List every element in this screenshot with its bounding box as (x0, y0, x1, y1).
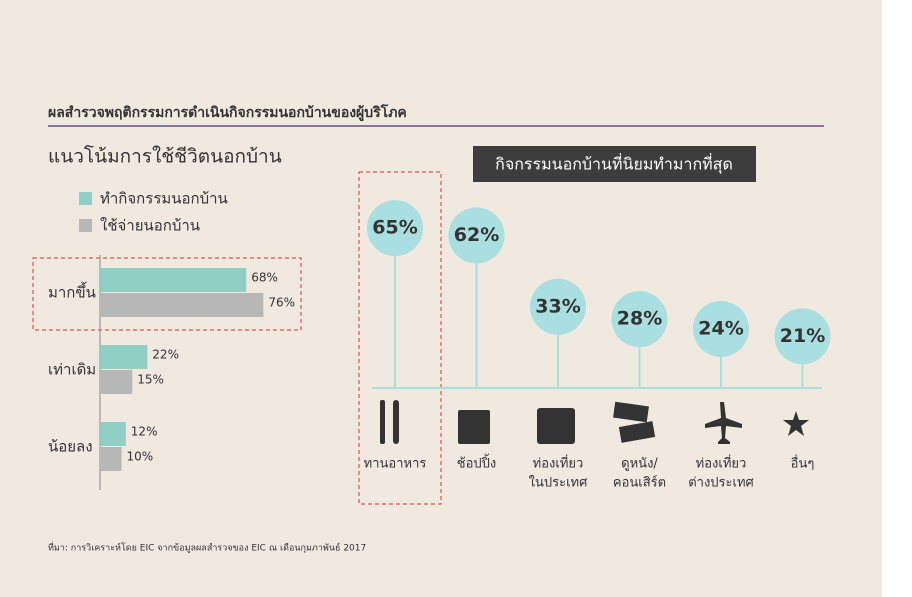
chart-title: แนวโน้มการใช้ชีวิตนอกบ้าน (48, 145, 282, 168)
source-note: ที่มา: การวิเคราะห์โดย EIC จากข้อมูลผลสำ… (48, 541, 366, 554)
ticket-icon (618, 421, 656, 443)
legend-label: ใช้จ่ายนอกบ้าน (100, 217, 200, 235)
category-label: ทานอาหาร (364, 457, 427, 472)
fork-icon (380, 400, 385, 444)
value-label: 24% (698, 317, 743, 339)
bar (100, 370, 133, 394)
plane-icon (705, 402, 742, 444)
bubble (367, 200, 423, 257)
bar (100, 293, 264, 317)
category-label: ดูหนัง/ (621, 457, 658, 472)
bar (100, 422, 126, 446)
bar (100, 268, 247, 292)
category-label: ท่องเที่ยว (696, 455, 747, 472)
bar (100, 447, 122, 471)
bar (100, 345, 148, 369)
suitcase-icon (537, 408, 575, 444)
bubble (693, 300, 749, 357)
chart-title-box (473, 146, 756, 182)
legend-swatch (79, 219, 92, 232)
value-label: 21% (780, 325, 825, 347)
bag-icon (458, 410, 490, 444)
category-label: มากขึ้น (48, 282, 96, 302)
category-label: ในประเทศ (529, 475, 588, 491)
page-title: ผลสำรวจพฤติกรรมการดำเนินกิจกรรมนอกบ้านขอ… (48, 103, 407, 121)
category-label: ต่างประเทศ (688, 476, 754, 491)
value-label: 28% (617, 308, 662, 330)
value-label: 15% (137, 373, 164, 387)
highlight-box (32, 257, 302, 331)
bubble (530, 278, 586, 335)
icons (380, 400, 809, 444)
star-icon (783, 411, 809, 436)
value-label: 62% (454, 224, 499, 246)
value-label: 22% (152, 348, 179, 362)
knife-icon (393, 400, 399, 444)
value-label: 12% (131, 425, 158, 439)
value-label: 65% (372, 217, 417, 239)
category-label: คอนเสิร์ต (613, 475, 666, 491)
legend-label: ทำกิจกรรมนอกบ้าน (100, 190, 228, 208)
value-label: 10% (127, 450, 154, 464)
category-label: อื่นๆ (790, 455, 814, 472)
chart-title: กิจกรรมนอกบ้านที่นิยมทำมากที่สุด (495, 153, 733, 175)
bubble (448, 207, 505, 264)
bubble (774, 308, 831, 365)
ticket-icon (613, 401, 649, 423)
category-label: น้อยลง (48, 438, 93, 456)
value-label: 76% (268, 296, 295, 310)
highlight-box (358, 171, 442, 505)
bubble (611, 291, 668, 348)
value-label: 33% (535, 295, 580, 317)
category-label: ท่องเที่ยว (533, 455, 584, 472)
category-label: เท่าเดิม (48, 361, 96, 379)
legend-swatch (79, 192, 92, 205)
value-label: 68% (251, 271, 278, 285)
category-label: ช้อปปิ้ง (457, 454, 496, 472)
